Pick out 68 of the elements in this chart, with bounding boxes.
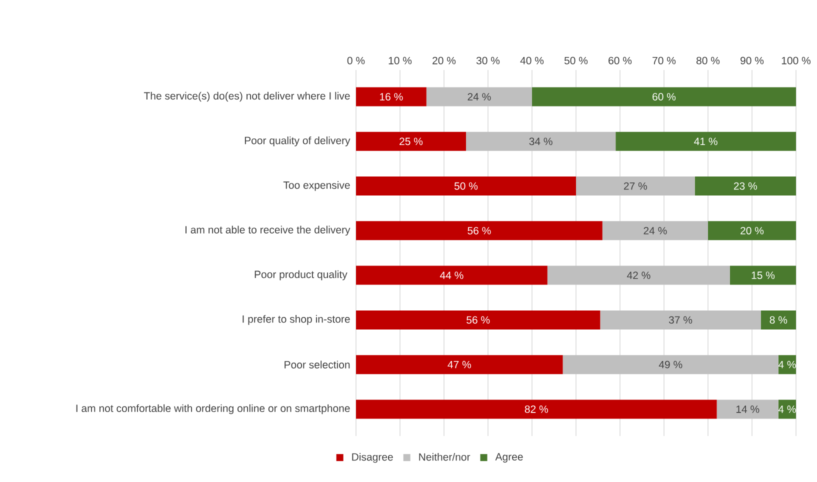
y-tick-label: I am not able to receive the delivery bbox=[186, 226, 350, 236]
bar bbox=[694, 176, 796, 196]
data-label: 42 % bbox=[626, 272, 650, 279]
bar bbox=[716, 400, 778, 419]
bar bbox=[616, 132, 796, 151]
data-label: 14 % bbox=[736, 406, 760, 413]
bar bbox=[356, 310, 600, 330]
x-tick-label: 50 % bbox=[564, 56, 588, 64]
y-tick-label: Poor selection bbox=[284, 360, 350, 368]
bar bbox=[778, 400, 796, 419]
bar bbox=[356, 176, 576, 196]
bar bbox=[356, 221, 602, 240]
bar bbox=[547, 266, 730, 285]
data-label: 23 % bbox=[734, 182, 757, 190]
data-label: 25 % bbox=[400, 138, 423, 146]
y-tick-label: Poor product quality bbox=[254, 270, 348, 280]
bar bbox=[426, 87, 532, 106]
bar bbox=[532, 87, 796, 106]
data-label: 49 % bbox=[658, 360, 682, 368]
x-tick-label: 90 % bbox=[740, 56, 764, 64]
data-label: 56 % bbox=[466, 316, 490, 324]
x-tick-label: 10 % bbox=[388, 56, 412, 64]
bar bbox=[730, 266, 796, 285]
bar bbox=[708, 221, 796, 240]
bar bbox=[356, 355, 563, 374]
bar bbox=[576, 176, 695, 196]
y-tick-label: I prefer to shop in-store bbox=[242, 315, 350, 325]
bar bbox=[356, 266, 548, 285]
data-label: 27 % bbox=[624, 182, 647, 190]
data-label: 24 % bbox=[644, 226, 667, 234]
y-tick-label: The service(s) do(es) not deliver where I live bbox=[144, 92, 350, 102]
data-label: 37 % bbox=[668, 316, 692, 324]
bar bbox=[600, 310, 761, 330]
bar bbox=[356, 132, 466, 151]
data-label: 56 % bbox=[468, 226, 491, 234]
bar bbox=[562, 355, 778, 374]
x-tick-label: 0 % bbox=[347, 56, 365, 64]
y-tick-label: I am not comfortable with ordering online or on smartphone bbox=[76, 404, 350, 414]
legend-label: Neither/nor bbox=[419, 452, 470, 461]
bar bbox=[778, 355, 796, 374]
data-label: 8 % bbox=[770, 316, 788, 324]
legend-label: Agree bbox=[495, 453, 523, 463]
data-label: 60 % bbox=[652, 93, 676, 100]
y-tick-label: Too expensive bbox=[283, 181, 350, 191]
bar bbox=[602, 221, 708, 240]
bar bbox=[760, 310, 796, 330]
data-label: 44 % bbox=[440, 272, 464, 279]
x-tick-label: 30 % bbox=[476, 56, 500, 64]
data-label: 50 % bbox=[454, 182, 478, 190]
x-tick-label: 20 % bbox=[432, 56, 456, 64]
data-label: 16 % bbox=[380, 93, 403, 100]
y-tick-label: Poor quality of delivery bbox=[244, 136, 350, 146]
data-label: 34 % bbox=[529, 138, 552, 146]
data-label: 41 % bbox=[694, 138, 718, 146]
data-label: 15 % bbox=[752, 272, 775, 280]
x-tick-label: 60 % bbox=[608, 56, 632, 64]
x-tick-label: 100 % bbox=[782, 56, 811, 64]
bar bbox=[356, 87, 426, 106]
x-tick-label: 80 % bbox=[696, 56, 720, 64]
x-tick-label: 70 % bbox=[652, 56, 676, 64]
bar bbox=[356, 400, 717, 419]
x-tick-label: 40 % bbox=[520, 56, 544, 64]
legend-label: Disagree bbox=[352, 452, 393, 463]
bar bbox=[466, 132, 616, 151]
data-label: 47 % bbox=[448, 360, 471, 368]
data-label: 82 % bbox=[524, 405, 548, 413]
data-label: 24 % bbox=[468, 93, 491, 100]
data-label: 20 % bbox=[740, 226, 764, 234]
